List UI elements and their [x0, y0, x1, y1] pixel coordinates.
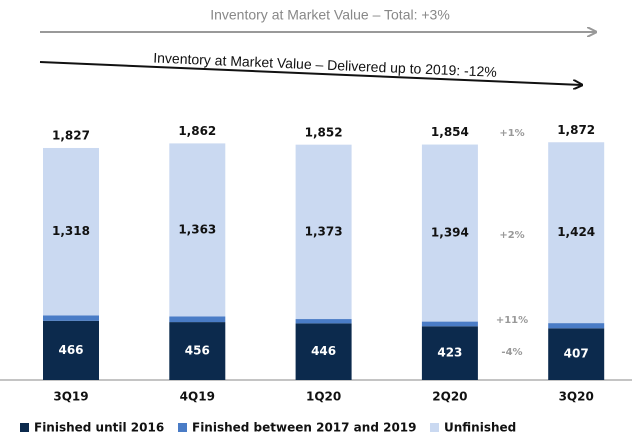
legend-label: Finished between 2017 and 2019 — [192, 421, 417, 435]
legend-label: Unfinished — [444, 421, 516, 435]
change-label: +1% — [499, 128, 524, 139]
x-tick-label: 3Q19 — [53, 390, 88, 404]
bar-segment — [169, 143, 226, 317]
legend-label: Finished until 2016 — [34, 421, 164, 435]
bar-segment — [548, 323, 605, 329]
bar-segment — [169, 322, 226, 380]
bar-segment — [295, 319, 352, 324]
total-label: 1,852 — [305, 125, 343, 139]
total-label: 1,827 — [52, 128, 90, 142]
data-label: 1,363 — [178, 222, 216, 236]
data-label: 1,318 — [52, 224, 90, 238]
bar-segment — [421, 321, 478, 327]
data-label: 456 — [185, 344, 210, 358]
data-label: 1,394 — [431, 226, 469, 240]
change-label: +2% — [499, 230, 524, 241]
total-annotation: Inventory at Market Value – Total: +3% — [210, 7, 450, 23]
data-label: 423 — [437, 346, 462, 360]
total-label: 1,862 — [178, 124, 216, 138]
bar-segment — [548, 328, 605, 380]
bar-segment — [421, 144, 478, 322]
bar-segment — [295, 323, 352, 380]
data-label: 446 — [311, 344, 336, 358]
legend-swatch — [178, 423, 187, 432]
total-label: 1,854 — [431, 125, 469, 139]
x-tick-label: 1Q20 — [306, 390, 341, 404]
change-label: -4% — [501, 347, 522, 358]
bar-segment — [169, 316, 226, 323]
delivered-arrow — [39, 61, 582, 85]
x-tick-label: 4Q19 — [180, 390, 215, 404]
delivered-annotation: Inventory at Market Value – Delivered up… — [153, 50, 497, 80]
data-label: 1,373 — [305, 224, 343, 238]
bar-segment — [43, 320, 99, 380]
data-label: 407 — [564, 347, 589, 361]
x-tick-label: 3Q20 — [559, 390, 594, 404]
total-label: 1,872 — [557, 123, 595, 137]
bar-segment — [421, 326, 478, 380]
bar-segment — [548, 142, 605, 324]
x-tick-label: 2Q20 — [432, 390, 467, 404]
data-label: 466 — [58, 343, 83, 357]
bar-segment — [43, 147, 99, 316]
legend-swatch — [20, 423, 29, 432]
bar-segment — [295, 144, 352, 320]
legend-swatch — [430, 423, 439, 432]
change-label: +11% — [496, 315, 528, 326]
bar-segment — [43, 315, 99, 321]
data-label: 1,424 — [557, 225, 595, 239]
